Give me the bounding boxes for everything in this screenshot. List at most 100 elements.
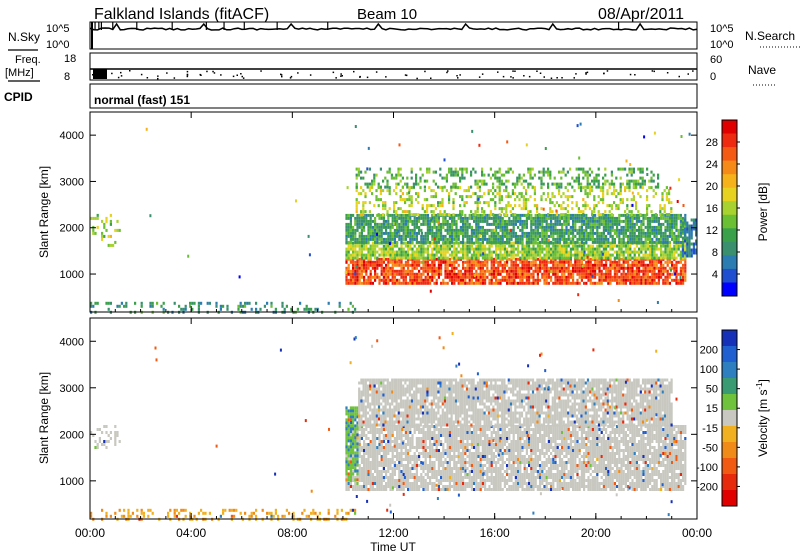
heatmap-cell [505,210,507,213]
heatmap-cell [571,195,573,198]
heatmap-cell [477,201,479,204]
heatmap-cell [386,210,388,213]
heatmap-cell [365,273,367,276]
heatmap-cell [658,232,660,235]
heatmap-cell [598,238,600,241]
heatmap-cell [396,257,398,260]
heatmap-cell [491,257,493,260]
heatmap-cell [603,217,605,220]
heatmap-cell [398,257,400,260]
heatmap-cell [471,241,473,244]
heatmap-cell [504,248,506,251]
heatmap-cell [549,171,551,174]
heatmap-cell [607,220,609,223]
heatmap-cell [634,248,636,251]
heatmap-cell [409,257,411,260]
heatmap-cell [515,235,517,238]
heatmap-cell [385,245,387,248]
heatmap-cell [554,264,556,267]
heatmap-cell [581,223,583,226]
heatmap-cell [348,254,350,257]
nave-dot [166,72,168,74]
heatmap-cell [620,264,622,267]
heatmap-cell [526,226,528,229]
heatmap-cell [598,276,600,279]
heatmap-cell [541,220,543,223]
heatmap-cell [510,270,512,273]
heatmap-cell [540,177,542,180]
heatmap-cell [372,476,374,479]
heatmap-cell [592,217,594,220]
heatmap-cell [521,267,523,270]
heatmap-cell [658,229,660,232]
heatmap-cell [387,458,389,461]
heatmap-cell [493,217,495,220]
heatmap-cell [664,226,666,229]
heatmap-cell [642,186,644,189]
heatmap-cell [491,251,493,254]
heatmap-cell [427,273,429,276]
heatmap-cell [502,217,504,220]
heatmap-cell [486,254,488,257]
heatmap-cell [620,226,622,229]
heatmap-cell [491,223,493,226]
heatmap-cell [409,248,411,251]
heatmap-cell [563,273,565,276]
heatmap-cell [378,437,380,440]
heatmap-cell [582,177,584,180]
heatmap-cell [582,171,584,174]
heatmap-cell [675,235,677,238]
heatmap-cell [607,238,609,241]
heatmap-cell [521,279,523,282]
heatmap-cell [546,279,548,282]
heatmap-cell [680,261,682,264]
scatter-cell [554,252,556,255]
scatter-cell [582,265,584,268]
heatmap-cell [359,473,361,476]
heatmap-cell [623,226,625,229]
heatmap-cell [521,254,523,257]
heatmap-cell [653,251,655,254]
heatmap-cell [504,245,506,248]
heatmap-cell [392,428,394,431]
heatmap-cell [609,220,611,223]
heatmap-cell [634,214,636,217]
heatmap-cell [372,440,374,443]
heatmap-cell [469,214,471,217]
heatmap-cell [383,223,385,226]
heatmap-cell [667,241,669,244]
heatmap-cell [469,270,471,273]
heatmap-cell [512,183,514,186]
heatmap-cell [587,192,589,195]
heatmap-cell [547,195,549,198]
scatter-cell [602,253,604,256]
heatmap-cell [525,192,527,195]
heatmap-cell [524,264,526,267]
heatmap-cell [645,257,647,260]
heatmap-cell [673,235,675,238]
heatmap-cell [682,243,684,246]
heatmap-cell [359,264,361,267]
heatmap-cell [370,261,372,264]
heatmap-cell [108,308,110,311]
heatmap-cell [365,476,367,479]
heatmap-cell [374,434,376,437]
heatmap-cell [574,214,576,217]
heatmap-cell [466,267,468,270]
heatmap-cell [682,252,684,255]
heatmap-cell [372,276,374,279]
heatmap-cell [350,217,352,220]
heatmap-cell [647,232,649,235]
heatmap-cell [466,241,468,244]
heatmap-cell [636,223,638,226]
heatmap-cell [653,270,655,273]
heatmap-cell [389,189,391,192]
heatmap-cell [673,267,675,270]
nave-dot [459,74,461,76]
nave-dot [430,78,432,80]
heatmap-cell [356,223,358,226]
heatmap-cell [378,476,380,479]
heatmap-cell [682,264,684,267]
heatmap-cell [404,198,406,201]
heatmap-cell [464,257,466,260]
